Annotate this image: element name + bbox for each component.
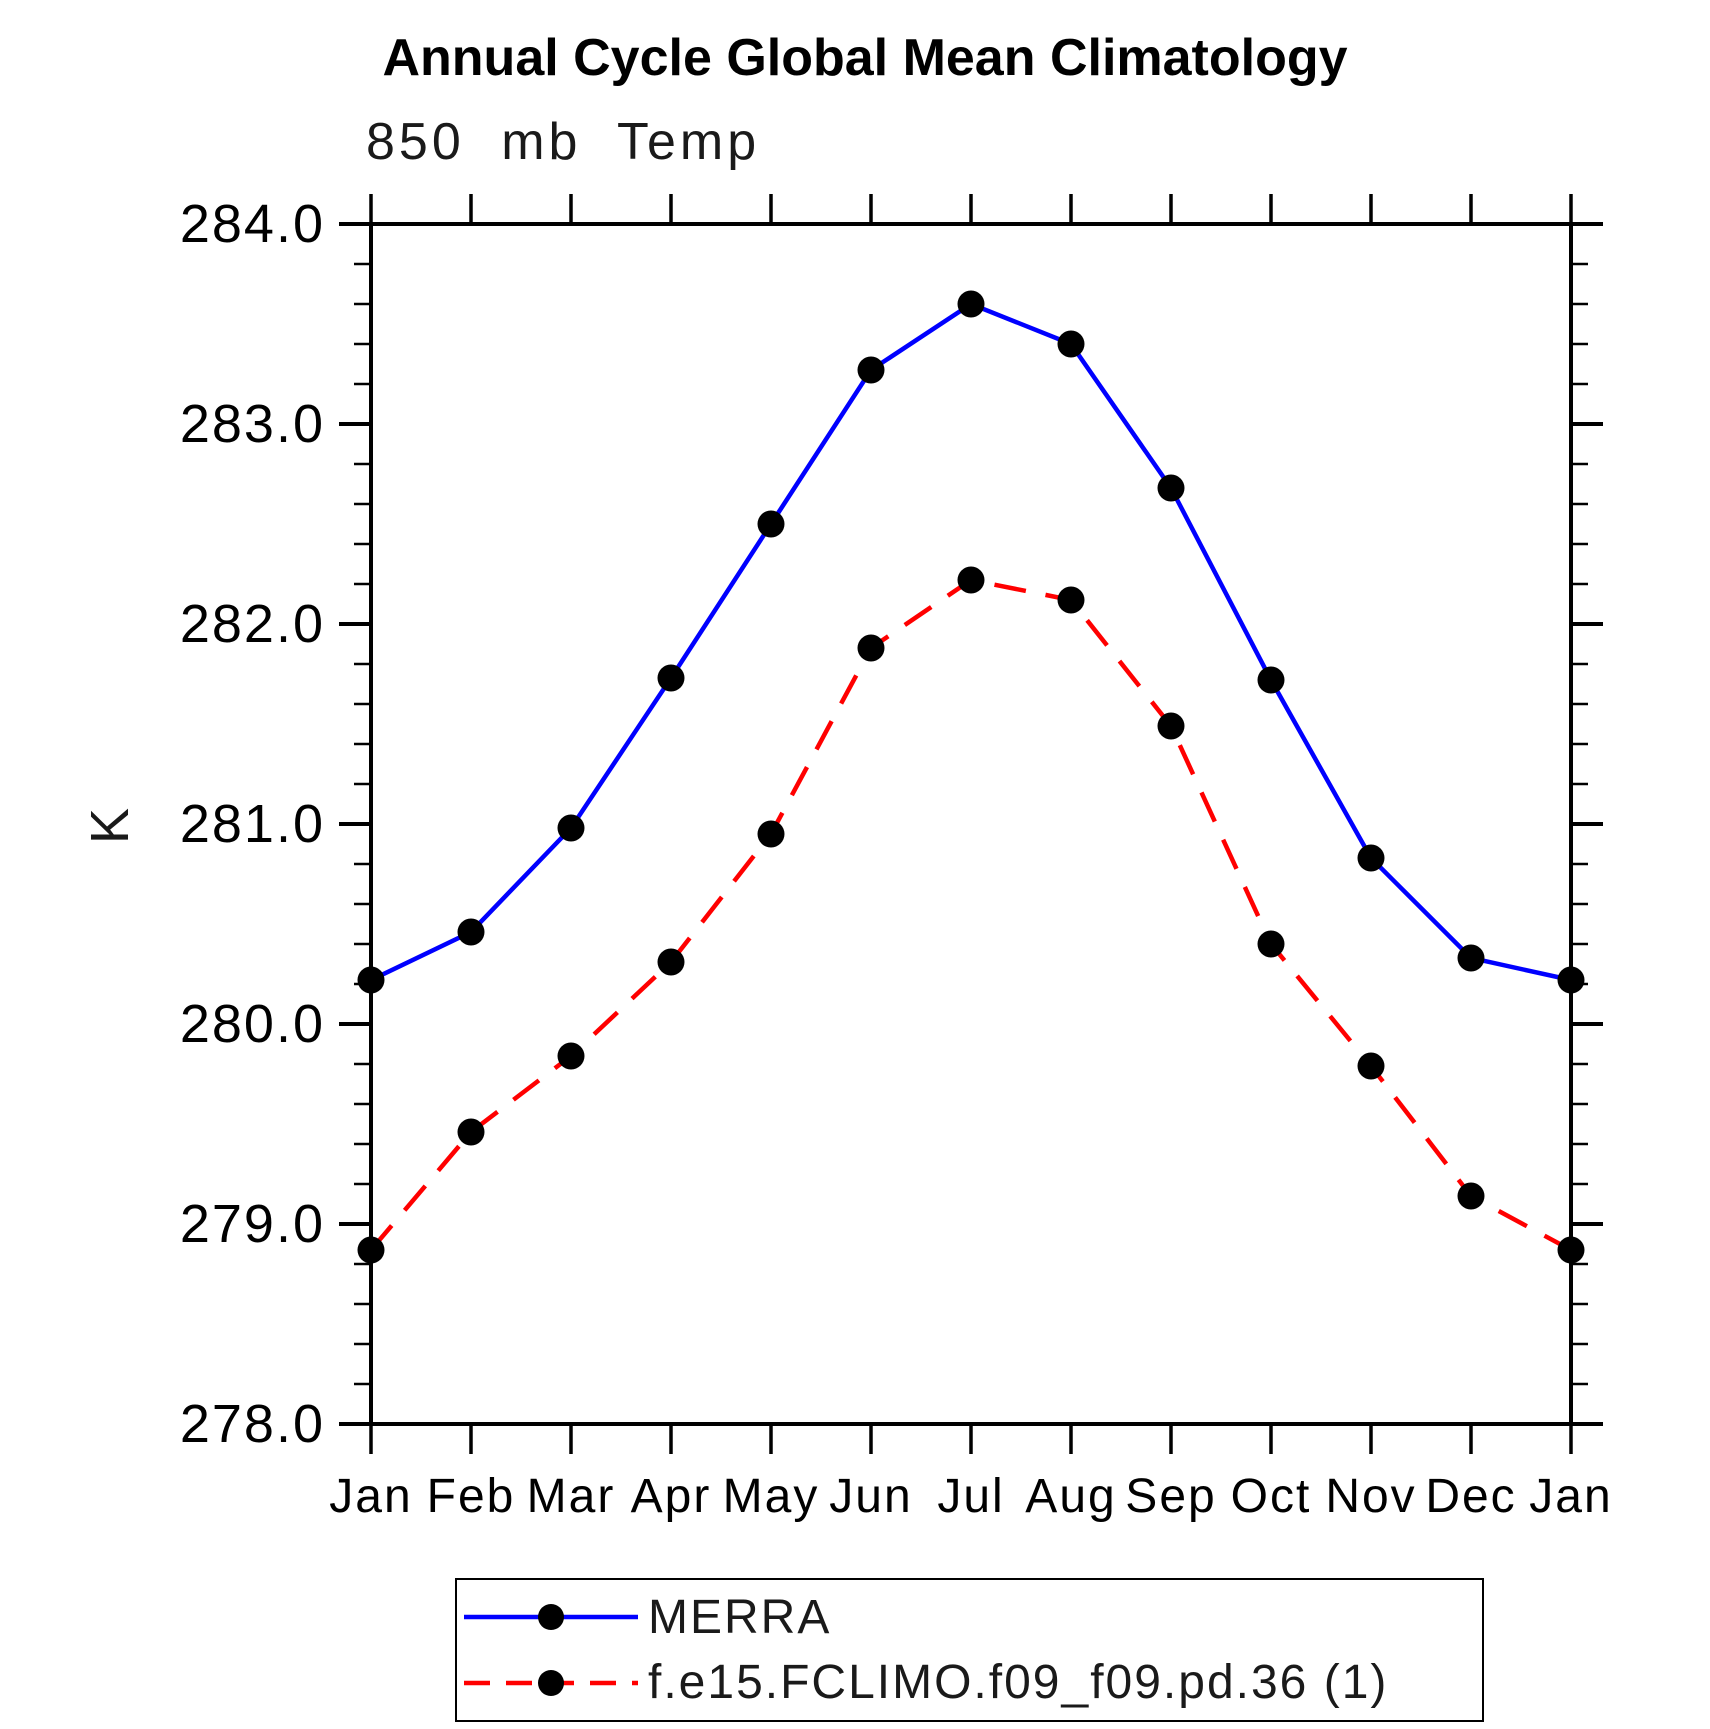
y-tick-label: 281.0 [180, 794, 325, 854]
y-tick-label: 282.0 [180, 594, 325, 654]
legend-marker-dot [538, 1669, 564, 1696]
x-tick-label: Jun [829, 1470, 912, 1523]
x-tick-label: Mar [527, 1470, 616, 1523]
series-marker-1 [1057, 586, 1085, 614]
series-marker-1 [1457, 1182, 1485, 1210]
series-marker-0 [357, 966, 385, 994]
y-tick-label: 278.0 [180, 1394, 325, 1454]
legend-marker-dot [538, 1604, 564, 1631]
legend-line-sample-solid [464, 1604, 638, 1631]
series-marker-1 [957, 566, 985, 594]
x-tick-label: Aug [1025, 1470, 1116, 1523]
series-marker-1 [357, 1236, 385, 1264]
series-marker-1 [1257, 930, 1285, 958]
series-marker-0 [1457, 944, 1485, 972]
x-tick-label: Jan [329, 1470, 412, 1523]
series-marker-0 [957, 290, 985, 318]
chart-title: Annual Cycle Global Mean Climatology [382, 29, 1348, 87]
x-tick-label: Jan [1529, 1470, 1612, 1523]
series-marker-0 [1357, 844, 1385, 872]
legend-label-merra: MERRA [648, 1590, 832, 1644]
legend-item-model: f.e15.FCLIMO.f09_f09.pd.36 (1) [462, 1655, 1482, 1711]
series-marker-0 [557, 814, 585, 842]
legend-label-model: f.e15.FCLIMO.f09_f09.pd.36 (1) [648, 1656, 1389, 1710]
series-marker-0 [757, 510, 785, 538]
x-tick-label: Jul [937, 1470, 1004, 1523]
series-marker-0 [1557, 966, 1585, 994]
x-tick-label: Nov [1325, 1470, 1416, 1523]
series-marker-1 [757, 820, 785, 848]
y-tick-label: 280.0 [180, 994, 325, 1054]
series-marker-0 [1157, 474, 1185, 502]
x-tick-label: Apr [631, 1470, 712, 1523]
series-marker-0 [1257, 666, 1285, 694]
series-marker-1 [557, 1042, 585, 1070]
series-marker-0 [457, 918, 485, 946]
series-marker-1 [657, 948, 685, 976]
y-tick-label: 283.0 [180, 394, 325, 454]
y-tick-label: 284.0 [180, 194, 325, 254]
x-tick-label: May [723, 1470, 820, 1523]
x-tick-label: Oct [1231, 1470, 1312, 1523]
series-line-0 [370, 301, 1572, 983]
legend-line-sample-dashed [464, 1669, 638, 1696]
plot-frame [369, 222, 1573, 1426]
series-marker-1 [857, 634, 885, 662]
series-marker-1 [457, 1118, 485, 1146]
series-marker-1 [1557, 1236, 1585, 1264]
series-marker-0 [857, 356, 885, 384]
y-tick-label: 279.0 [180, 1194, 325, 1254]
series-line-1 [369, 577, 1573, 1252]
legend-item-merra: MERRA [462, 1589, 1482, 1645]
chart-subtitle: 850 mb Temp [366, 113, 761, 171]
legend: MERRA f.e15.FCLIMO.f09_f09.pd.36 (1) [455, 1578, 1484, 1722]
series-marker-0 [1057, 330, 1085, 358]
x-tick-label: Feb [427, 1470, 516, 1523]
x-tick-label: Dec [1425, 1470, 1516, 1523]
x-tick-label: Sep [1125, 1470, 1216, 1523]
series-marker-0 [657, 664, 685, 692]
series-marker-1 [1357, 1052, 1385, 1080]
series-marker-1 [1157, 712, 1185, 740]
